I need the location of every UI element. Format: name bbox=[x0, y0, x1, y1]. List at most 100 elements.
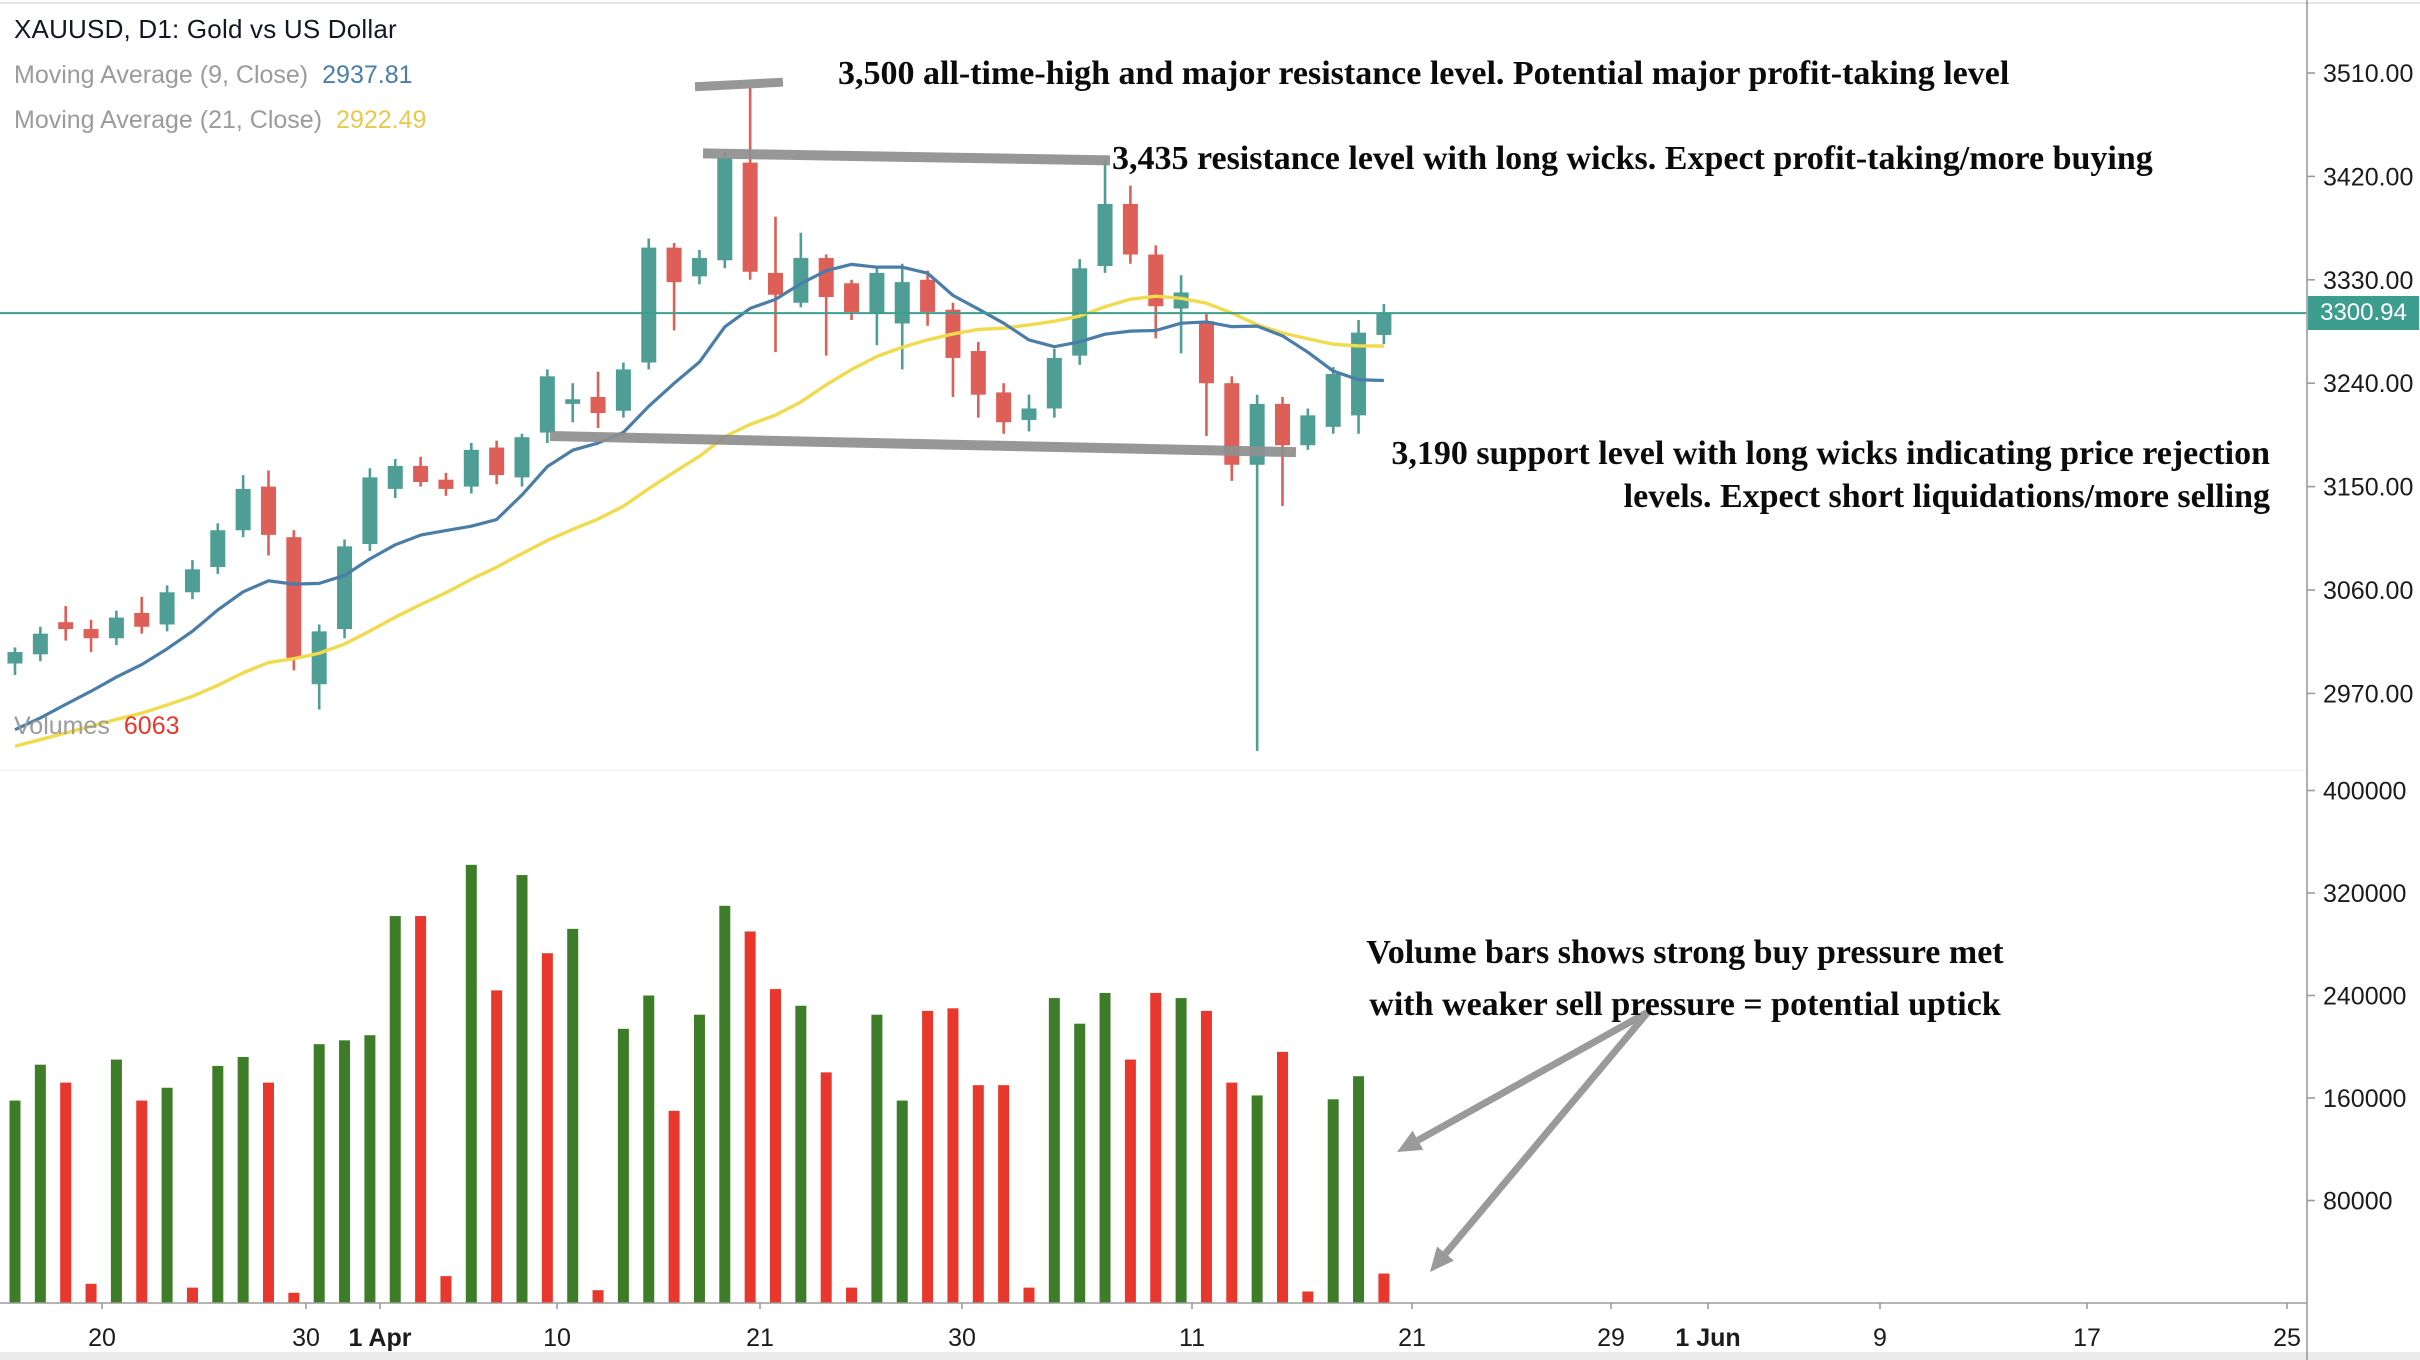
volume-bar[interactable] bbox=[795, 1005, 807, 1303]
volume-bar[interactable] bbox=[161, 1087, 173, 1303]
time-tick-label[interactable]: 21 bbox=[746, 1324, 774, 1352]
candle[interactable] bbox=[641, 247, 657, 363]
volume-bar[interactable] bbox=[1074, 1023, 1086, 1303]
volume-bar[interactable] bbox=[186, 1287, 198, 1303]
time-tick-label[interactable]: 30 bbox=[292, 1324, 320, 1352]
ma21-line[interactable] bbox=[14, 294, 1384, 748]
volume-bar[interactable] bbox=[136, 1100, 148, 1303]
candle[interactable] bbox=[869, 272, 885, 314]
volume-bar[interactable] bbox=[1353, 1076, 1365, 1303]
volume-bar[interactable] bbox=[1175, 998, 1187, 1303]
candle[interactable] bbox=[1376, 313, 1392, 335]
volume-bar[interactable] bbox=[922, 1010, 934, 1303]
candle[interactable] bbox=[1122, 203, 1138, 255]
candle[interactable] bbox=[1046, 357, 1062, 409]
time-tick-label[interactable]: 1 Apr bbox=[349, 1324, 412, 1352]
candle[interactable] bbox=[235, 488, 251, 531]
candle[interactable] bbox=[717, 158, 733, 261]
ma21-indicator-row[interactable]: Moving Average (21, Close) 2922.49 bbox=[14, 106, 426, 135]
candle[interactable] bbox=[742, 162, 758, 272]
volume-bar[interactable] bbox=[693, 1014, 705, 1303]
volume-bar[interactable] bbox=[110, 1059, 122, 1303]
volume-bar[interactable] bbox=[364, 1035, 376, 1303]
candle[interactable] bbox=[7, 652, 23, 664]
volume-bar[interactable] bbox=[516, 875, 528, 1303]
candle[interactable] bbox=[844, 283, 860, 312]
candle[interactable] bbox=[58, 622, 74, 630]
candle[interactable] bbox=[691, 257, 707, 277]
candle[interactable] bbox=[1148, 254, 1164, 307]
volume-bar[interactable] bbox=[491, 990, 503, 1303]
volume-bar[interactable] bbox=[744, 931, 756, 1303]
volume-bar[interactable] bbox=[846, 1287, 858, 1303]
candle[interactable] bbox=[83, 629, 99, 639]
candle[interactable] bbox=[565, 399, 581, 404]
level-line-3,500[interactable] bbox=[694, 77, 784, 92]
volume-bar[interactable] bbox=[1277, 1051, 1288, 1303]
time-tick-label[interactable]: 20 bbox=[88, 1324, 116, 1352]
candle[interactable] bbox=[413, 465, 429, 483]
volume-bar[interactable] bbox=[1302, 1291, 1314, 1303]
candle[interactable] bbox=[32, 633, 48, 655]
candle[interactable] bbox=[463, 449, 479, 487]
volume-bar[interactable] bbox=[1251, 1095, 1263, 1303]
volume-bar[interactable] bbox=[212, 1065, 224, 1303]
candle[interactable] bbox=[438, 479, 454, 489]
volume-bar[interactable] bbox=[9, 1100, 21, 1303]
candle[interactable] bbox=[134, 612, 150, 627]
volume-bar[interactable] bbox=[972, 1085, 984, 1303]
volume-bar[interactable] bbox=[339, 1040, 351, 1303]
volume-bar[interactable] bbox=[389, 916, 401, 1303]
candle[interactable] bbox=[362, 477, 378, 545]
candle[interactable] bbox=[590, 396, 606, 414]
volume-bar[interactable] bbox=[34, 1064, 46, 1303]
time-tick-label[interactable]: 21 bbox=[1398, 1324, 1426, 1352]
volume-bar[interactable] bbox=[998, 1085, 1010, 1303]
time-tick-label[interactable]: 29 bbox=[1597, 1324, 1625, 1352]
symbol-title[interactable]: XAUUSD, D1: Gold vs US Dollar bbox=[14, 14, 397, 44]
candle[interactable] bbox=[387, 465, 403, 489]
time-tick-label[interactable]: 10 bbox=[543, 1324, 571, 1352]
candle[interactable] bbox=[1300, 415, 1316, 446]
volume-bar[interactable] bbox=[541, 953, 553, 1303]
time-tick-label[interactable]: 1 Jun bbox=[1675, 1324, 1740, 1352]
candle[interactable] bbox=[337, 546, 353, 630]
candle[interactable] bbox=[768, 272, 783, 295]
volume-bar[interactable] bbox=[770, 989, 781, 1303]
volume-bar[interactable] bbox=[85, 1283, 97, 1303]
volume-bar[interactable] bbox=[567, 928, 579, 1303]
time-tick-label[interactable]: 11 bbox=[1179, 1324, 1205, 1352]
volume-bar[interactable] bbox=[871, 1014, 883, 1303]
volume-bar[interactable] bbox=[237, 1057, 249, 1303]
candle[interactable] bbox=[1275, 403, 1290, 446]
candle[interactable] bbox=[970, 351, 986, 395]
volume-bar[interactable] bbox=[947, 1008, 959, 1303]
volume-bar[interactable] bbox=[1327, 1099, 1339, 1303]
volume-bar[interactable] bbox=[465, 864, 477, 1303]
candle[interactable] bbox=[311, 631, 327, 685]
ma9-indicator-row[interactable]: Moving Average (9, Close) 2937.81 bbox=[14, 61, 426, 90]
volume-bar[interactable] bbox=[1048, 998, 1060, 1303]
volume-bar[interactable] bbox=[288, 1292, 300, 1303]
candle[interactable] bbox=[1351, 332, 1367, 416]
candle[interactable] bbox=[261, 486, 276, 535]
candle[interactable] bbox=[159, 592, 175, 625]
candle[interactable] bbox=[539, 376, 555, 433]
volume-bar[interactable] bbox=[592, 1290, 604, 1303]
candle[interactable] bbox=[184, 569, 200, 593]
volumes-indicator-row[interactable]: Volumes 6063 bbox=[14, 712, 180, 741]
candle[interactable] bbox=[1224, 383, 1240, 465]
candle[interactable] bbox=[108, 617, 124, 639]
volume-bar[interactable] bbox=[668, 1110, 680, 1303]
volume-bar[interactable] bbox=[719, 905, 731, 1303]
level-line-3,190[interactable] bbox=[549, 431, 1297, 458]
ma9-line[interactable] bbox=[14, 262, 1384, 732]
volume-bar[interactable] bbox=[1226, 1082, 1238, 1303]
candle[interactable] bbox=[920, 279, 936, 312]
volume-bar[interactable] bbox=[415, 916, 427, 1303]
candle[interactable] bbox=[996, 392, 1012, 423]
volume-bar[interactable] bbox=[1124, 1059, 1136, 1303]
candle[interactable] bbox=[1072, 268, 1088, 356]
volume-bar[interactable] bbox=[1378, 1273, 1390, 1303]
candle[interactable] bbox=[210, 530, 226, 568]
